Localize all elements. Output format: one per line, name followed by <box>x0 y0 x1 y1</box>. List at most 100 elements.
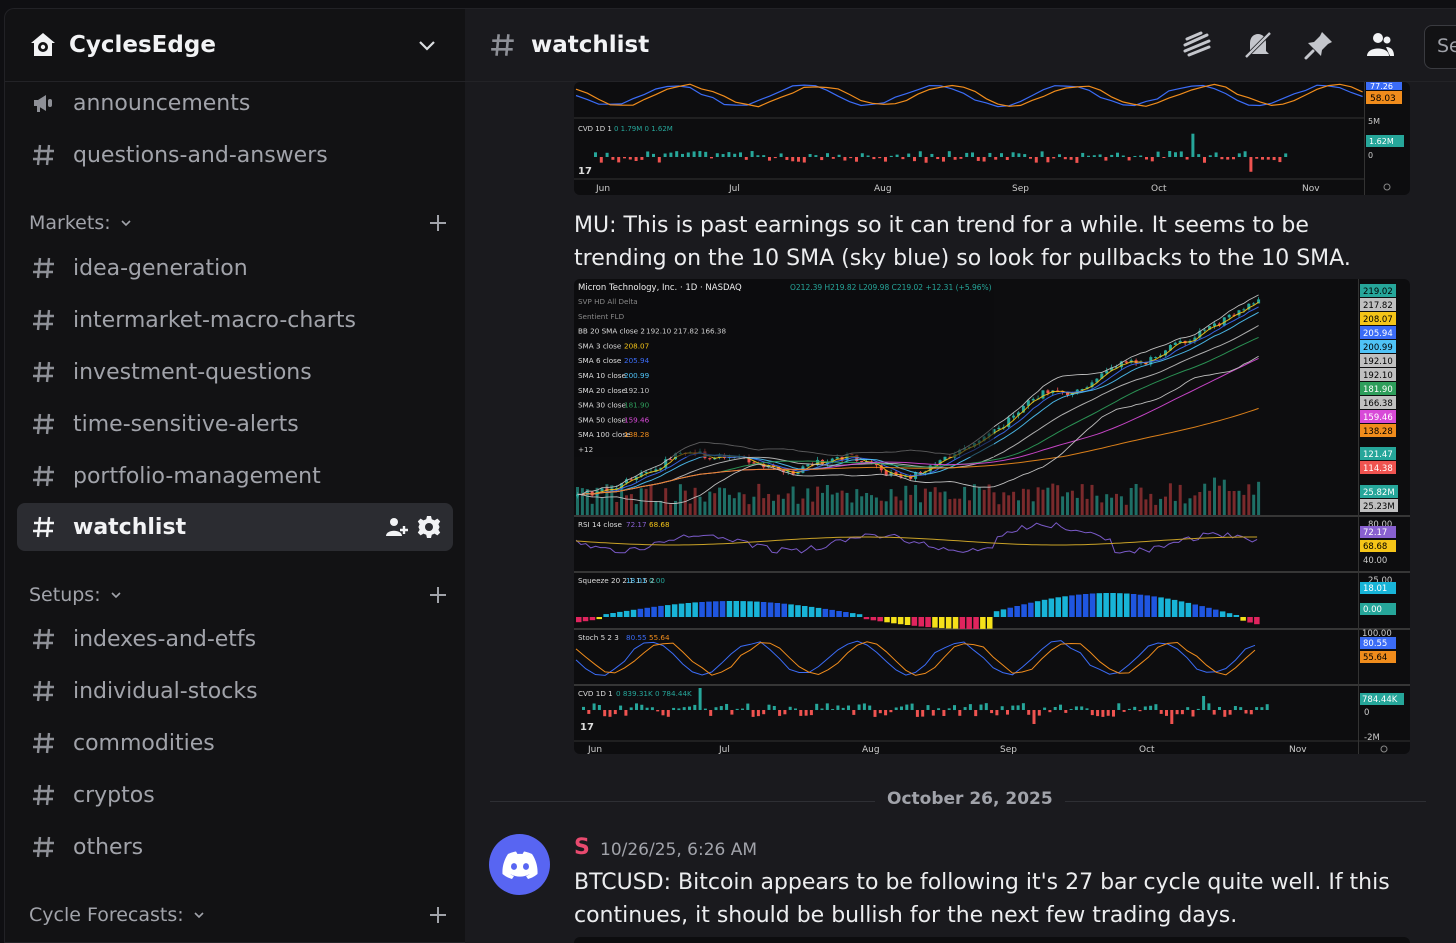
sidebar-channel-cryptos[interactable]: cryptos <box>17 771 453 819</box>
volume-bar <box>1021 488 1025 515</box>
cvd-bar <box>931 710 935 716</box>
message-author[interactable]: S <box>574 835 590 860</box>
cvd-bar <box>599 157 603 163</box>
chart-image-btc[interactable] <box>574 937 1410 943</box>
sidebar-channel-individual-stocks[interactable]: individual-stocks <box>17 667 453 715</box>
candle-body <box>629 479 633 481</box>
volume-bar <box>1144 499 1148 515</box>
candle-body <box>767 465 771 468</box>
pin-icon[interactable] <box>1303 29 1335 61</box>
threads-icon[interactable] <box>1181 29 1213 61</box>
cvd-bar <box>628 157 632 160</box>
plus-icon[interactable] <box>427 584 449 606</box>
category-setups[interactable]: Setups: <box>29 580 449 610</box>
squeeze-bar <box>1082 594 1089 617</box>
squeeze-bar <box>1055 597 1061 617</box>
cvd-bar <box>730 710 734 715</box>
avatar[interactable] <box>489 834 550 895</box>
cvd-bar <box>937 708 941 711</box>
chevron-down-icon[interactable] <box>417 35 437 55</box>
plus-icon[interactable] <box>427 212 449 234</box>
volume-bar <box>752 496 756 515</box>
squeeze-bar <box>1103 593 1109 617</box>
sidebar-channel-investment-questions[interactable]: investment-questions <box>17 348 453 396</box>
sidebar-channel-commodities[interactable]: commodities <box>17 719 453 767</box>
cvd-bar <box>646 151 650 157</box>
message-text-mu: MU: This is past earnings so it can tren… <box>574 213 1351 271</box>
squeeze-bar <box>808 606 815 617</box>
cvd-bar <box>640 704 644 710</box>
member-list-icon[interactable] <box>1364 29 1396 61</box>
price-tag <box>1360 284 1396 297</box>
sidebar-channel-announcements[interactable]: announcements <box>17 79 453 127</box>
cvd-bar <box>1127 708 1131 710</box>
squeeze-bar <box>1096 593 1103 617</box>
message-text-btc: BTCUSD: Bitcoin appears to be following … <box>574 870 1390 928</box>
squeeze-bar <box>1185 602 1192 617</box>
squeeze-bar <box>678 603 685 617</box>
cvd-bar <box>1272 157 1276 161</box>
cvd-bar <box>884 157 887 162</box>
cvd-bar <box>727 152 731 157</box>
cvd-bar <box>1048 710 1052 713</box>
legend-indicator-name: SMA 50 close <box>578 415 626 424</box>
sidebar-channel-questions-and-answers[interactable]: questions-and-answers <box>17 131 453 179</box>
cvd-bar <box>1228 710 1232 715</box>
volume-bar <box>933 487 937 515</box>
stoch-d-line <box>575 83 1363 108</box>
cvd-bar <box>1207 703 1211 711</box>
volume-bar <box>904 485 908 515</box>
sidebar-channel-portfolio-management[interactable]: portfolio-management <box>17 452 453 500</box>
squeeze-bar <box>617 611 623 617</box>
volume-bar <box>1012 491 1016 515</box>
cvd-bar <box>959 157 963 159</box>
cvd-bar <box>709 710 713 716</box>
cvd-bar <box>1175 710 1179 715</box>
cvd-bar <box>1058 154 1061 157</box>
cvd-bar <box>1005 157 1009 160</box>
sidebar-channel-time-sensitive-alerts[interactable]: time-sensitive-alerts <box>17 400 453 448</box>
search-input[interactable]: Search <box>1424 25 1456 69</box>
cvd-bar <box>1232 157 1235 160</box>
candle-body <box>625 479 628 484</box>
squeeze-bar <box>576 617 582 623</box>
time-axis-label: Jul <box>728 184 740 194</box>
chart-image-mu[interactable]: Micron Technology, Inc. · 1D · NASDAQ O21… <box>574 279 1410 754</box>
plus-icon[interactable] <box>427 904 449 926</box>
hash-icon <box>33 836 54 858</box>
sidebar-channel-others[interactable]: others <box>17 823 453 871</box>
chevron-down-icon <box>121 220 131 227</box>
category-markets[interactable]: Markets: <box>29 208 449 238</box>
volume-bar <box>919 502 922 515</box>
cvd-bar <box>820 157 824 161</box>
volume-bar <box>1203 483 1207 515</box>
mute-bell-icon[interactable] <box>1242 29 1274 61</box>
volume-bar <box>1242 494 1246 515</box>
cvd-bar <box>872 157 876 160</box>
cvd-bar <box>663 153 667 157</box>
legend-indicator-value: 138.28 <box>624 430 650 439</box>
category-cycle-forecasts[interactable]: Cycle Forecasts: <box>29 900 449 930</box>
candle-body <box>1100 373 1104 379</box>
add-member-icon[interactable] <box>385 515 409 539</box>
squeeze-bar <box>713 601 719 617</box>
sidebar-channel-watchlist[interactable]: watchlist <box>17 503 453 551</box>
squeeze-bar <box>911 617 918 626</box>
volume-bar <box>948 499 952 515</box>
server-header[interactable]: CyclesEdge <box>5 9 465 82</box>
sidebar-channel-idea-generation[interactable]: idea-generation <box>17 244 453 292</box>
cvd-bar <box>719 706 723 711</box>
cvd-bar <box>1096 710 1100 717</box>
gear-icon[interactable] <box>417 515 441 539</box>
channel-label: time-sensitive-alerts <box>73 411 299 437</box>
sidebar-channel-intermarket-macro-charts[interactable]: intermarket-macro-charts <box>17 296 453 344</box>
settings-dot-icon <box>1383 183 1391 191</box>
volume-bar <box>664 488 668 515</box>
sidebar-channel-indexes-and-etfs[interactable]: indexes-and-etfs <box>17 615 453 663</box>
cvd-bar <box>968 704 972 711</box>
volume-bar <box>629 494 633 515</box>
cvd-bar <box>1064 710 1068 713</box>
hash-icon <box>33 144 54 166</box>
volume-bar <box>928 491 932 515</box>
